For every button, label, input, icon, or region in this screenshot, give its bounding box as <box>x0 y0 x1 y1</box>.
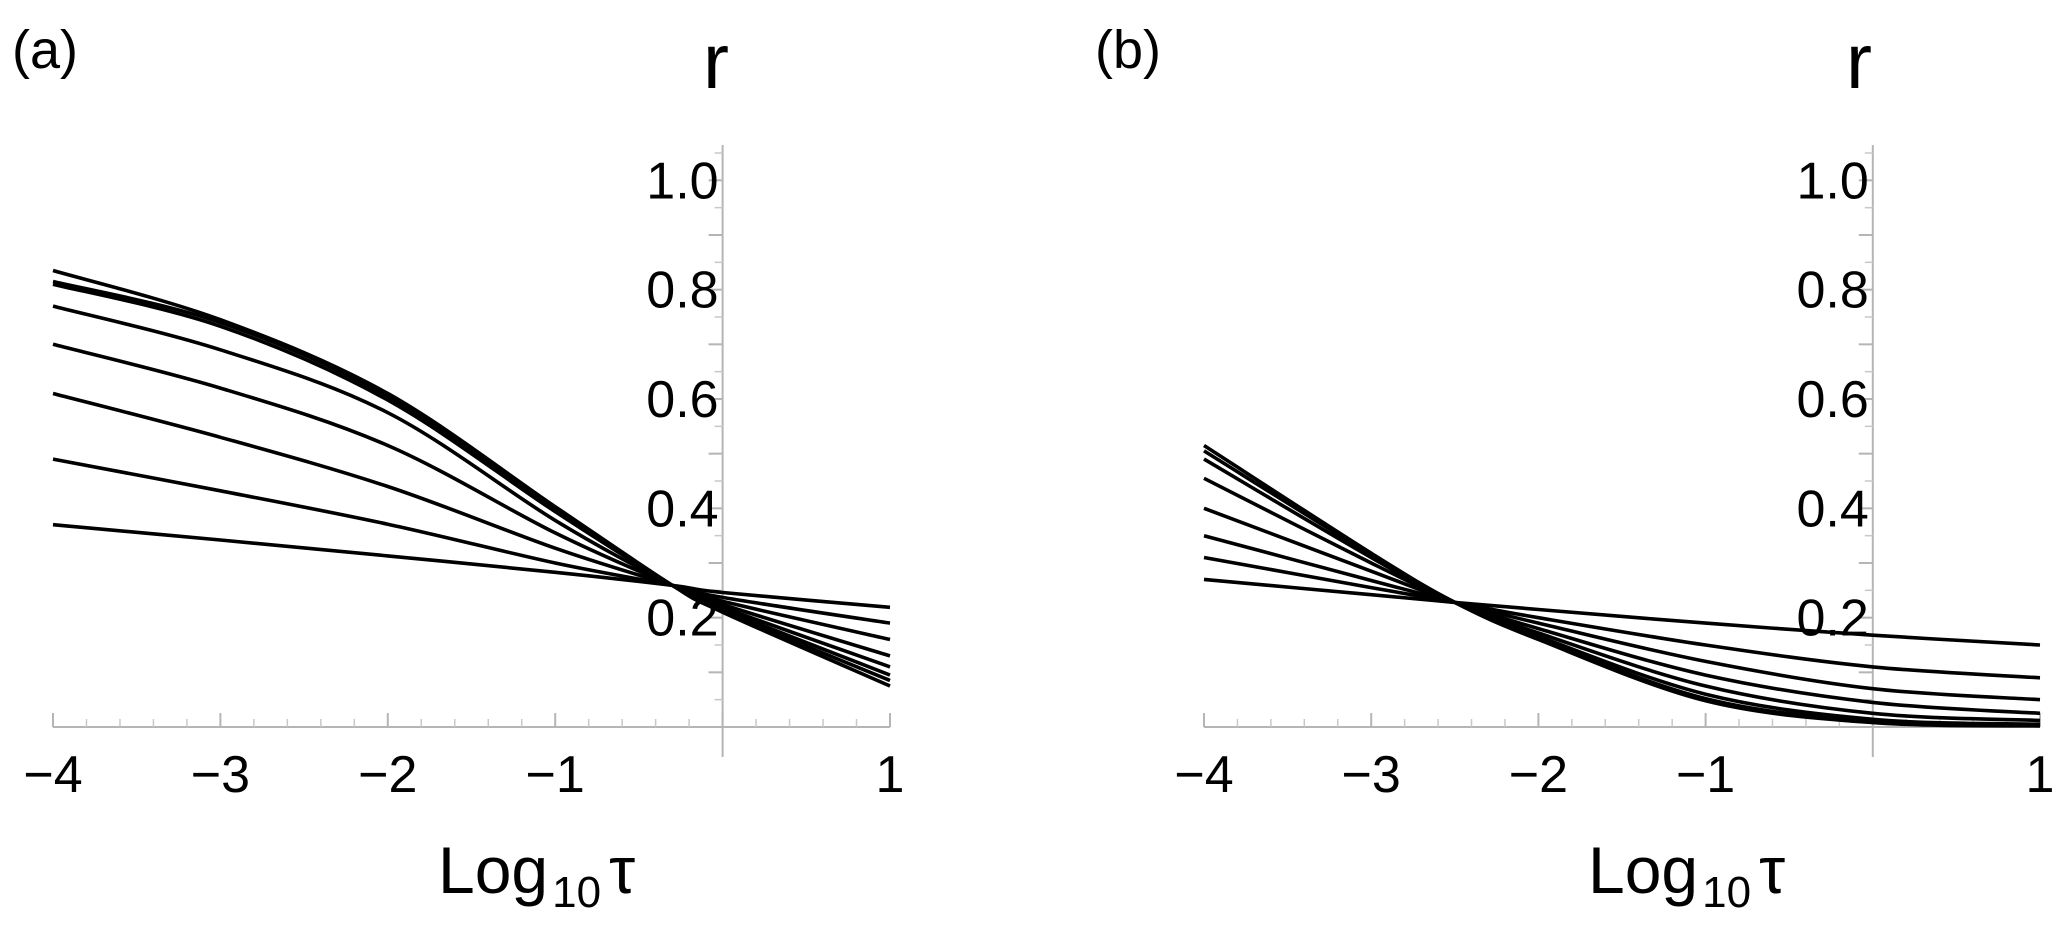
x-axis-label-subscript: 10 <box>1702 868 1751 917</box>
x-axis-label-subscript: 10 <box>552 868 601 917</box>
y-axis-label: r <box>1846 17 1872 105</box>
y-axis-label: r <box>703 17 729 105</box>
series-line-1 <box>52 522 891 610</box>
curves <box>52 268 891 688</box>
x-tick-label: −3 <box>191 746 250 804</box>
x-tick-label: −2 <box>1509 746 1568 804</box>
x-tick-labels: −4 −3 −2 −1 1 <box>1174 746 2054 804</box>
series-line-8 <box>52 268 891 688</box>
x-tick-label: −2 <box>358 746 417 804</box>
series-line-3 <box>52 391 891 642</box>
y-tick-label: 0.8 <box>1797 262 1869 320</box>
series-line-5 <box>52 304 891 669</box>
x-tick-label: −1 <box>526 746 585 804</box>
x-tick-label: 1 <box>876 746 905 804</box>
y-tick-label: 0.6 <box>646 371 718 429</box>
x-axis-label-symbol: τ <box>1759 833 1785 907</box>
x-axis-label-symbol: τ <box>609 833 635 907</box>
panel-b: (b) r −4 −3 −2 −1 1 0.2 0.4 0.6 0.8 1.0 Log10 τ <box>1095 17 2054 917</box>
y-tick-labels: 0.2 0.4 0.6 0.8 1.0 <box>1797 152 1869 647</box>
panel-a: (a) r −4 −3 −2 −1 1 0.20.40.60.81.0 Log10 τ <box>12 17 904 917</box>
x-tick-label: 1 <box>2026 746 2055 804</box>
series-line-2 <box>52 457 891 625</box>
y-tick-label: 1.0 <box>646 152 718 210</box>
series-line-5 <box>1203 476 2041 723</box>
panel-label: (a) <box>12 20 78 80</box>
series-line-4 <box>52 342 891 658</box>
x-axis-label: Log10 τ <box>1588 833 1785 917</box>
x-tick-label: −1 <box>1676 746 1735 804</box>
panel-label: (b) <box>1095 20 1161 80</box>
series-line-4 <box>1203 506 2041 716</box>
series-line-6 <box>1203 457 2041 727</box>
series-line-3 <box>1203 533 2041 702</box>
x-axis-label: Log10 τ <box>438 833 635 917</box>
curves <box>1203 443 2041 728</box>
y-tick-label: 1.0 <box>1797 152 1869 210</box>
x-axis-label-main: Log <box>1588 833 1698 907</box>
series-line-1 <box>1203 577 2041 647</box>
axes <box>52 145 891 757</box>
y-tick-label: 0.2 <box>1797 590 1869 648</box>
x-tick-label: −4 <box>23 746 82 804</box>
y-tick-label: 0.8 <box>646 262 718 320</box>
y-tick-labels: 0.20.40.60.81.0 <box>646 152 718 647</box>
x-tick-label: −3 <box>1342 746 1401 804</box>
series-line-7 <box>1203 449 2041 728</box>
y-tick-label: 0.4 <box>1797 480 1869 538</box>
x-tick-label: −4 <box>1174 746 1233 804</box>
series-line-8 <box>1203 443 2041 728</box>
x-axis-label-main: Log <box>438 833 548 907</box>
y-tick-label: 0.6 <box>1797 371 1869 429</box>
x-tick-labels: −4 −3 −2 −1 1 <box>23 746 904 804</box>
axes <box>1203 145 2041 757</box>
y-tick-label: 0.4 <box>646 480 718 538</box>
series-line-2 <box>1203 555 2041 680</box>
